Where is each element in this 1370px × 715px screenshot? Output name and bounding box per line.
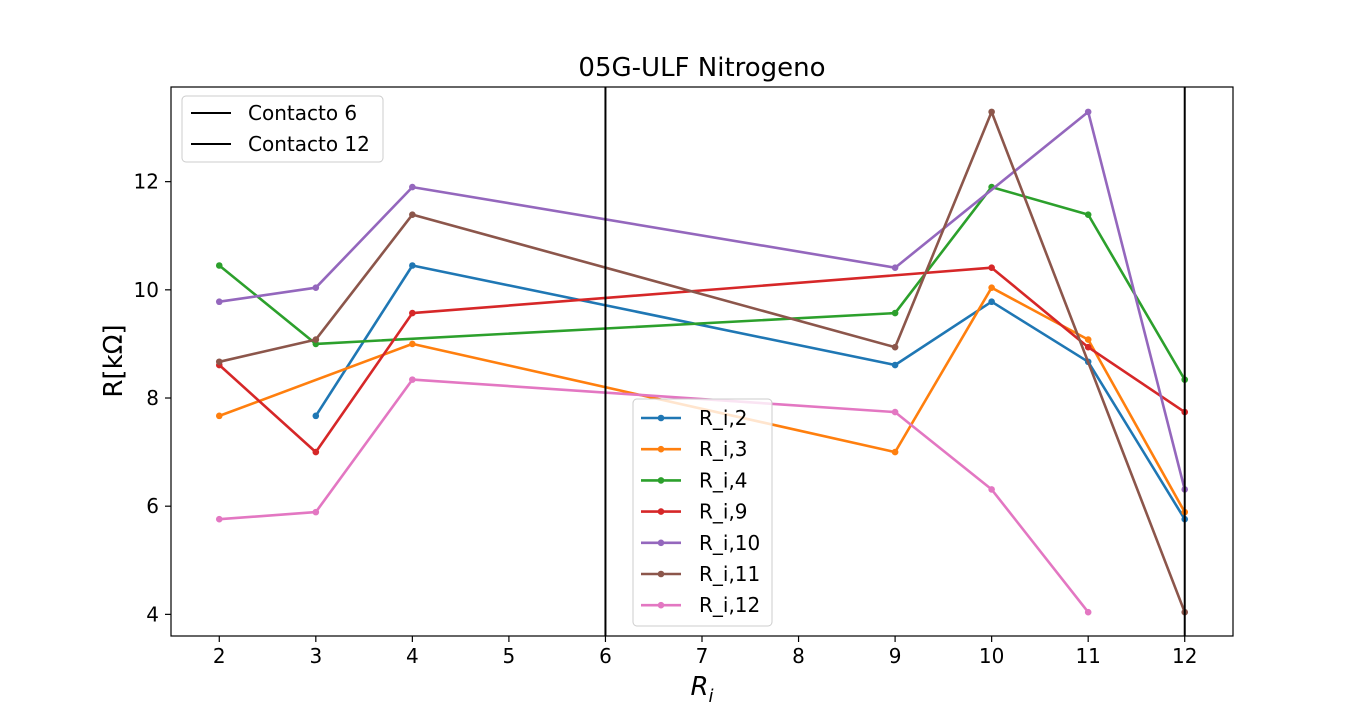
legend-marker-2 [657, 477, 665, 484]
data-point-6-0 [215, 515, 223, 523]
x-axis-label: Ri [690, 672, 713, 707]
legend-label-5: R_i,11 [699, 562, 760, 586]
x-tick-label-9: 11 [1075, 644, 1100, 668]
data-point-0-3 [988, 298, 995, 306]
legend-label-4: R_i,10 [699, 531, 760, 555]
y-tick-label-3: 10 [134, 278, 159, 302]
data-point-2-4 [1084, 211, 1092, 218]
series-line-2 [218, 185, 1186, 381]
y-tick-label-4: 12 [134, 170, 159, 194]
x-tick-label-8: 10 [979, 644, 1004, 668]
series-line-4 [219, 110, 1186, 490]
data-point-5-2 [409, 211, 416, 218]
legend-series: R_i,2 R_i,3 R_i,4 R_i,9 R_i,10 R_i,11 R_i,12 [632, 398, 773, 627]
x-tick-label-1: 3 [309, 644, 322, 668]
data-point-1-1 [409, 340, 416, 348]
data-point-0-1 [409, 262, 416, 269]
data-point-4-3 [891, 264, 899, 271]
data-point-3-2 [409, 309, 416, 317]
data-point-1-4 [1084, 336, 1092, 343]
x-tick-label-7: 9 [889, 644, 902, 668]
data-point-2-2 [891, 309, 899, 317]
data-point-6-2 [409, 376, 416, 383]
y-tick-label-1: 6 [146, 494, 159, 518]
data-point-5-0 [215, 358, 223, 366]
data-point-0-2 [891, 361, 899, 369]
legend-marker-1 [657, 445, 665, 453]
data-point-3-1 [312, 448, 320, 456]
x-tick-label-5: 7 [696, 644, 709, 668]
data-point-3-3 [988, 264, 995, 271]
data-point-1-0 [215, 412, 223, 420]
x-tick-label-4: 6 [599, 644, 612, 668]
legend-marker-6 [657, 601, 665, 609]
legend-marker-0 [657, 414, 665, 422]
y-tick-label-2: 8 [146, 386, 159, 410]
data-point-1-2 [891, 448, 899, 456]
legend-label-6: R_i,12 [699, 593, 760, 617]
legend-box [181, 95, 384, 163]
legend-label-2: R_i,4 [699, 468, 748, 492]
data-point-1-3 [988, 284, 995, 291]
data-point-2-0 [215, 262, 223, 269]
x-tick-label-10: 12 [1172, 644, 1197, 668]
x-tick-label-0: 2 [213, 644, 226, 668]
legend-marker-4 [657, 539, 665, 547]
x-tick-label-3: 5 [503, 644, 516, 668]
legend-marker-3 [657, 508, 665, 515]
legend-label-3: R_i,9 [699, 500, 748, 524]
series-line-1 [218, 286, 1186, 513]
data-point-4-1 [312, 284, 320, 291]
y-axis-label: R[kΩ] [99, 324, 129, 397]
chart-title: 05G-ULF Nitrogeno [578, 53, 825, 83]
data-point-6-4 [988, 486, 995, 493]
series-line-5 [219, 110, 1186, 613]
data-point-4-2 [409, 183, 416, 191]
x-tick-label-6: 8 [792, 644, 805, 668]
x-tick-label-2: 4 [406, 644, 419, 668]
data-point-4-4 [1084, 108, 1092, 116]
series-line-6 [219, 378, 1090, 614]
legend-label-1: Contacto 12 [248, 132, 370, 156]
y-tick-label-0: 4 [146, 602, 159, 626]
data-point-5-1 [312, 336, 320, 343]
data-point-6-5 [1084, 608, 1092, 616]
data-point-0-0 [312, 412, 320, 420]
data-point-5-4 [988, 108, 995, 116]
legend-label-1: R_i,3 [699, 437, 748, 461]
series-line-0 [314, 264, 1186, 520]
data-point-3-4 [1084, 343, 1092, 351]
series-line-3 [218, 266, 1186, 454]
legend-reference-lines: Contacto 6 Contacto 12 [181, 95, 384, 163]
data-point-6-3 [891, 408, 899, 416]
legend-box [632, 398, 773, 627]
data-point-6-1 [312, 508, 320, 516]
legend-label-0: Contacto 6 [248, 101, 357, 125]
data-point-5-3 [891, 343, 899, 351]
data-point-4-0 [215, 298, 223, 306]
legend-label-0: R_i,2 [699, 406, 748, 430]
legend-marker-5 [657, 570, 665, 578]
